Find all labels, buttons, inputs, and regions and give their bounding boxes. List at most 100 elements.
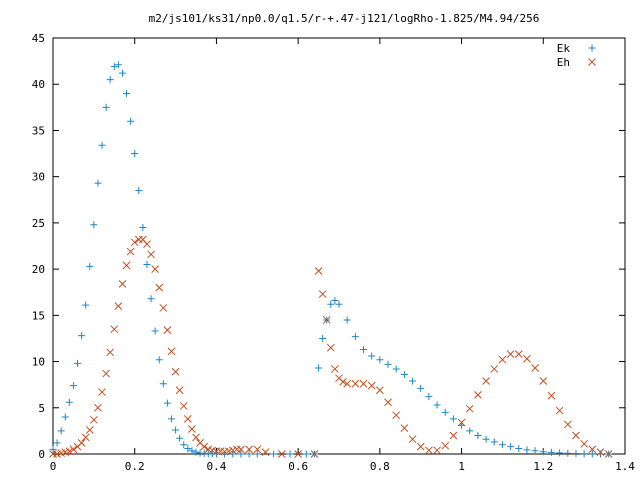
data-point-ek xyxy=(127,117,135,125)
data-point-ek xyxy=(192,448,200,456)
data-point-ek xyxy=(49,445,57,453)
data-point-eh xyxy=(122,261,131,270)
data-point-ek xyxy=(229,450,237,458)
y-tick-label: 35 xyxy=(32,124,45,137)
data-point-ek xyxy=(327,300,335,308)
data-point-ek xyxy=(580,450,588,458)
data-point-eh xyxy=(85,426,94,434)
data-point-eh xyxy=(539,377,548,385)
data-point-ek xyxy=(482,435,490,443)
data-point-ek xyxy=(515,444,523,452)
data-point-eh xyxy=(310,450,319,458)
data-point-ek xyxy=(147,295,155,303)
y-tick-label: 15 xyxy=(32,309,45,322)
data-point-ek xyxy=(143,260,151,268)
data-point-ek xyxy=(449,415,457,423)
legend-marker-eh xyxy=(588,58,596,66)
data-point-eh xyxy=(531,364,539,372)
series-ek xyxy=(49,61,613,458)
data-point-eh xyxy=(514,350,523,359)
data-point-ek xyxy=(61,413,69,421)
y-tick-label: 25 xyxy=(32,217,45,230)
data-point-eh xyxy=(523,354,531,363)
data-point-eh xyxy=(596,448,605,457)
y-tick-label: 40 xyxy=(32,78,45,91)
data-point-ek xyxy=(82,301,90,309)
data-point-ek xyxy=(237,450,245,458)
data-point-eh xyxy=(81,433,90,442)
data-point-eh xyxy=(233,445,241,454)
data-point-eh xyxy=(408,435,417,444)
data-point-ek xyxy=(302,450,310,458)
data-point-eh xyxy=(118,280,127,288)
data-point-eh xyxy=(580,439,588,448)
data-point-eh xyxy=(339,378,347,386)
data-point-ek xyxy=(184,444,192,452)
data-point-ek xyxy=(172,426,180,434)
data-point-eh xyxy=(192,433,200,442)
data-point-eh xyxy=(359,379,368,388)
data-point-eh xyxy=(143,240,151,249)
data-point-eh xyxy=(318,290,327,298)
x-tick-label: 0.8 xyxy=(370,460,390,473)
x-tick-label: 1 xyxy=(458,460,465,473)
data-point-eh xyxy=(604,450,613,458)
data-point-ek xyxy=(425,393,433,401)
x-tick-label: 1.4 xyxy=(615,460,635,473)
x-tick-label: 0.4 xyxy=(206,460,226,473)
data-point-eh xyxy=(130,238,139,247)
data-point-ek xyxy=(409,377,417,385)
data-point-eh xyxy=(245,445,253,454)
data-point-eh xyxy=(188,425,196,433)
data-point-ek xyxy=(123,89,131,97)
data-point-eh xyxy=(433,446,441,455)
data-point-eh xyxy=(126,247,135,256)
data-point-eh xyxy=(547,391,556,400)
y-tick-label: 20 xyxy=(32,263,45,276)
data-point-ek xyxy=(572,450,580,458)
data-point-ek xyxy=(135,187,143,195)
data-point-ek xyxy=(588,450,596,458)
data-point-eh xyxy=(498,355,507,364)
data-point-ek xyxy=(392,365,400,373)
data-point-ek xyxy=(114,61,122,69)
data-point-eh xyxy=(457,418,466,427)
data-point-eh xyxy=(151,265,159,273)
data-point-ek xyxy=(167,415,175,423)
x-tick-label: 0.2 xyxy=(125,460,145,473)
x-tick-label: 1.2 xyxy=(533,460,553,473)
data-point-eh xyxy=(167,347,176,356)
data-point-ek xyxy=(151,327,159,335)
y-tick-label: 5 xyxy=(38,402,45,415)
data-point-ek xyxy=(118,69,126,77)
data-point-eh xyxy=(392,411,401,420)
data-point-eh xyxy=(200,442,209,451)
data-point-ek xyxy=(180,441,188,449)
data-point-eh xyxy=(90,415,98,424)
data-point-eh xyxy=(555,406,564,415)
data-point-ek xyxy=(163,399,171,407)
data-point-ek xyxy=(106,76,114,84)
data-point-ek xyxy=(368,352,376,360)
data-point-eh xyxy=(163,326,172,334)
data-point-eh xyxy=(322,316,331,324)
x-axis: 0 0.2 0.4 0.6 0.8 1 1.2 1.4 xyxy=(50,38,635,473)
data-point-eh xyxy=(253,445,262,454)
data-point-eh xyxy=(261,448,270,457)
data-point-eh xyxy=(155,283,164,292)
data-point-eh xyxy=(114,302,123,310)
data-point-ek xyxy=(400,370,408,378)
data-point-eh xyxy=(237,445,245,454)
legend-label-eh: Eh xyxy=(557,56,570,69)
data-point-ek xyxy=(286,450,294,458)
series-eh xyxy=(49,235,613,458)
data-point-ek xyxy=(155,356,163,364)
data-point-ek xyxy=(188,447,196,455)
data-point-ek xyxy=(98,141,106,149)
y-tick-label: 0 xyxy=(38,448,45,461)
data-point-eh xyxy=(465,404,474,413)
y-tick-label: 30 xyxy=(32,171,45,184)
data-point-ek xyxy=(539,448,547,456)
data-point-ek xyxy=(159,380,167,388)
